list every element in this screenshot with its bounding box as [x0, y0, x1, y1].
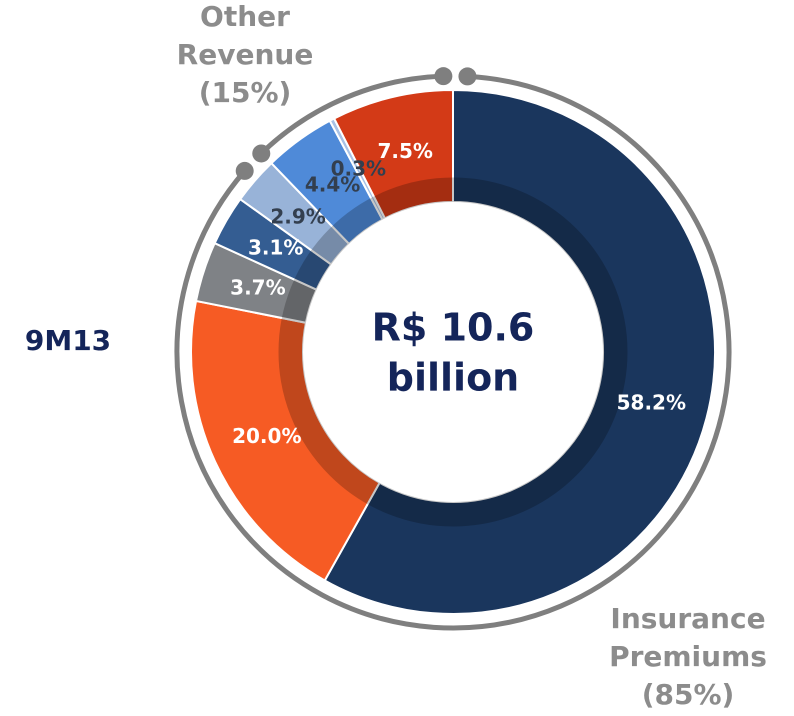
- data-label: 0.3%: [331, 157, 386, 181]
- group-ring: [259, 73, 444, 156]
- group-label: Revenue: [177, 38, 314, 71]
- period-label: 9M13: [25, 324, 111, 357]
- ring-dot: [458, 67, 477, 86]
- ring-dot: [252, 144, 271, 163]
- data-label: 20.0%: [232, 424, 301, 448]
- group-ring: [174, 73, 732, 631]
- data-label: 7.5%: [377, 139, 432, 163]
- group-label: (15%): [199, 76, 292, 109]
- donut-hole: [303, 202, 603, 502]
- group-label: Premiums: [609, 640, 767, 673]
- group-label: Other: [200, 0, 290, 33]
- inner-shadow: [278, 177, 628, 527]
- ring-dot: [235, 161, 254, 180]
- ring-dot: [434, 67, 453, 86]
- data-label: 3.1%: [248, 236, 303, 260]
- center-text: billion: [387, 356, 519, 400]
- data-label: 3.7%: [230, 276, 285, 300]
- group-label: (85%): [642, 678, 735, 711]
- data-label: 2.9%: [270, 204, 325, 228]
- group-label: Insurance: [610, 602, 765, 635]
- data-label: 4.4%: [305, 173, 360, 197]
- data-label: 58.2%: [617, 390, 686, 414]
- center-text: R$ 10.6: [372, 306, 535, 350]
